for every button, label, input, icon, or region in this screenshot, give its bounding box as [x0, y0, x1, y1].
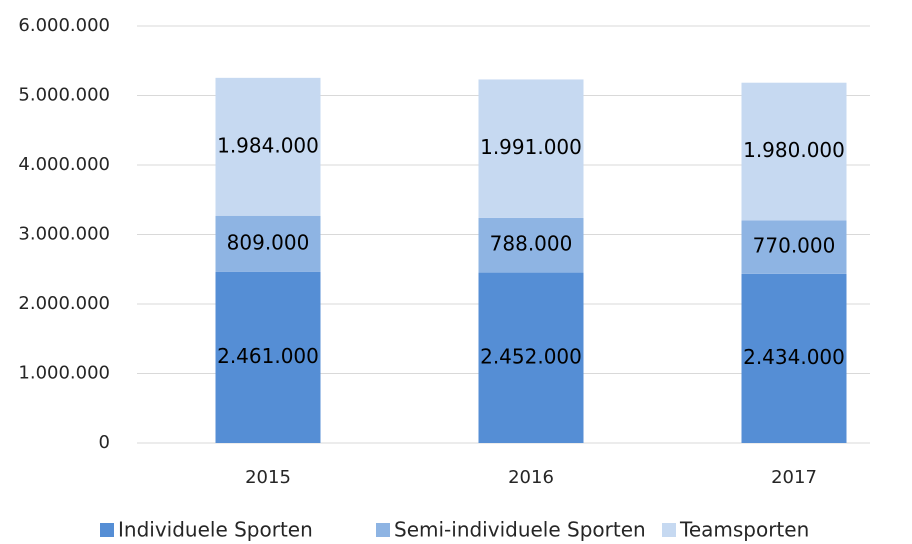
- y-tick-label: 5.000.000: [18, 85, 110, 106]
- bar-segment: [741, 82, 847, 221]
- data-label: 2.434.000: [743, 345, 845, 369]
- bar-segment: [215, 215, 321, 272]
- legend-swatch: [662, 523, 676, 537]
- bar-segment: [478, 217, 584, 273]
- y-tick-label: 2.000.000: [18, 293, 110, 314]
- y-tick-label: 1.000.000: [18, 363, 110, 384]
- legend-label: Individuele Sporten: [118, 518, 313, 542]
- data-label: 788.000: [490, 232, 573, 256]
- y-tick-label: 4.000.000: [18, 154, 110, 175]
- y-tick-label: 0: [99, 432, 110, 453]
- legend-swatch: [100, 523, 114, 537]
- bar-segment: [478, 272, 584, 443]
- bar-segment: [215, 77, 321, 216]
- data-label: 2.461.000: [217, 344, 319, 368]
- y-tick-label: 6.000.000: [18, 15, 110, 36]
- x-tick-label: 2016: [508, 467, 554, 488]
- x-tick-label: 2017: [771, 467, 817, 488]
- legend-label: Teamsporten: [679, 518, 809, 542]
- bar-segment: [741, 220, 847, 274]
- bar-segment: [478, 79, 584, 218]
- data-label: 1.980.000: [743, 138, 845, 162]
- data-label: 2.452.000: [480, 344, 582, 368]
- y-tick-label: 3.000.000: [18, 224, 110, 245]
- legend-label: Semi-individuele Sporten: [394, 518, 646, 542]
- data-label: 770.000: [753, 234, 836, 258]
- data-label: 1.991.000: [480, 135, 582, 159]
- data-label: 1.984.000: [217, 133, 319, 157]
- legend-swatch: [376, 523, 390, 537]
- bar-segment: [215, 271, 321, 443]
- bar-segment: [741, 273, 847, 443]
- x-tick-label: 2015: [245, 467, 291, 488]
- data-label: 809.000: [227, 230, 310, 254]
